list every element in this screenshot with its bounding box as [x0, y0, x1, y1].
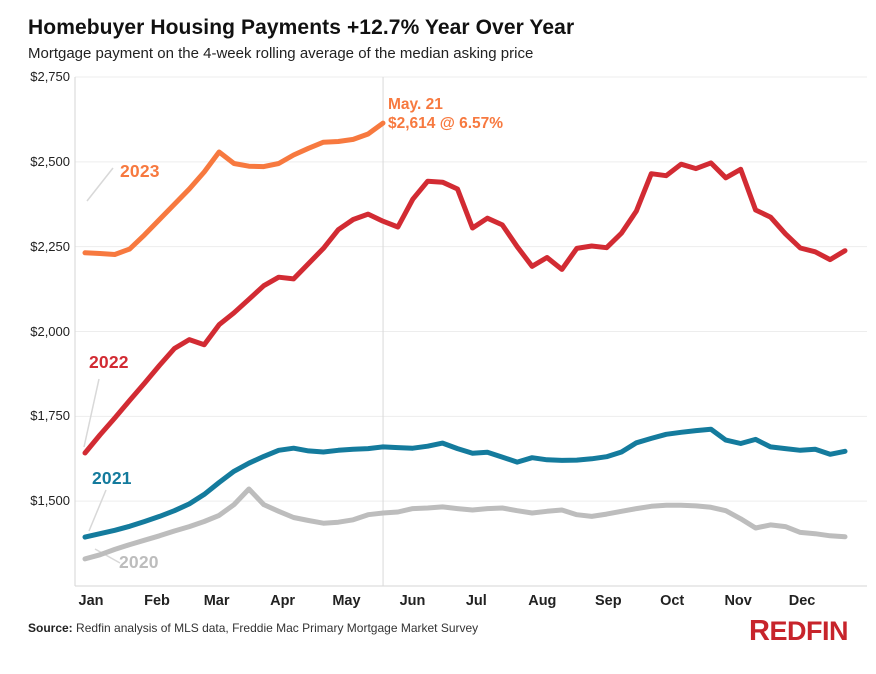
series-line-2021: [82, 426, 848, 540]
redfin-logo-rest: EDFIN: [769, 616, 849, 646]
redfin-logo-first-letter: R: [749, 615, 770, 647]
series-label-2022: 2022: [89, 352, 129, 372]
redfin-logo: REDFIN: [749, 615, 848, 648]
source-attribution: Source: Redfin analysis of MLS data, Fre…: [28, 621, 478, 635]
callout-2020: [94, 548, 121, 564]
series-label-2021: 2021: [92, 468, 132, 488]
callout-2021: [88, 489, 107, 532]
series-line-2023: [82, 120, 386, 257]
page-title: Homebuyer Housing Payments +12.7% Year O…: [28, 16, 575, 39]
series-line-2022: [82, 160, 848, 456]
latest-point-annotation: May. 21 $2,614 @ 6.57%: [388, 96, 503, 133]
annotation-value: $2,614 @ 6.57%: [388, 114, 504, 132]
page-subtitle: Mortgage payment on the 4-week rolling a…: [28, 45, 534, 62]
series-label-2023: 2023: [120, 161, 160, 181]
source-label: Source:: [28, 621, 73, 635]
callout-2022: [83, 378, 100, 448]
callout-2023: [86, 167, 114, 202]
annotation-date: May. 21: [388, 96, 443, 113]
source-text: Redfin analysis of MLS data, Freddie Mac…: [72, 621, 479, 635]
series-line-2020: [82, 486, 848, 562]
series-label-2020: 2020: [119, 552, 159, 572]
